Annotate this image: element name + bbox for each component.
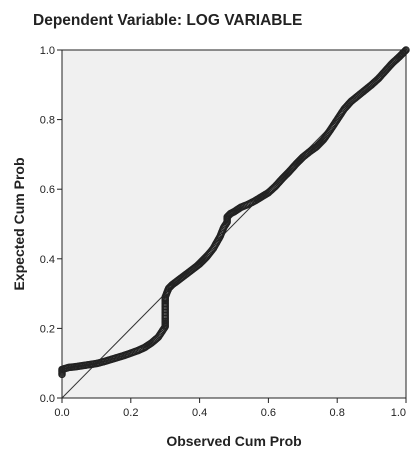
x-tick-label: 0.0	[54, 407, 69, 419]
y-axis-label: Expected Cum Prob	[11, 157, 27, 290]
y-tick-label: 0.2	[40, 323, 55, 335]
x-axis-label: Observed Cum Prob	[166, 433, 301, 449]
x-tick-label: 0.6	[261, 407, 276, 419]
x-axis-ticks: 0.0 0.2 0.4 0.6 0.8 1.0	[54, 398, 407, 419]
chart-title: Dependent Variable: LOG VARIABLE	[33, 12, 302, 29]
x-tick-label: 1.0	[391, 407, 406, 419]
data-points	[58, 46, 410, 379]
x-tick-label: 0.8	[330, 407, 345, 419]
x-tick-label: 0.4	[192, 407, 207, 419]
y-axis-ticks: 0.0 0.2 0.4 0.6 0.8 1.0	[40, 45, 62, 405]
data-point-trail	[401, 47, 409, 55]
y-tick-label: 1.0	[40, 45, 55, 57]
data-point	[402, 46, 410, 54]
x-tick-label: 0.2	[123, 407, 138, 419]
data-point-trail	[400, 47, 409, 56]
y-tick-label: 0.4	[40, 254, 55, 266]
y-tick-label: 0.8	[40, 115, 55, 127]
y-tick-label: 0.0	[40, 393, 55, 405]
y-tick-label: 0.6	[40, 184, 55, 196]
